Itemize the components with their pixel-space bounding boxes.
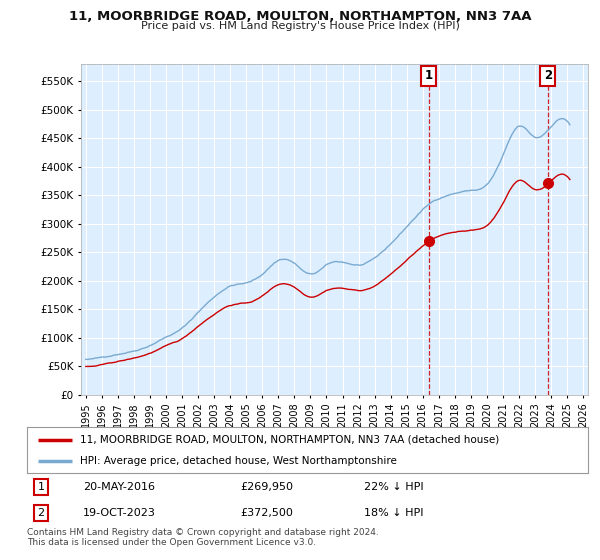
Text: 18% ↓ HPI: 18% ↓ HPI	[364, 508, 423, 519]
Text: 2: 2	[37, 508, 44, 519]
Text: £372,500: £372,500	[240, 508, 293, 519]
Text: 11, MOORBRIDGE ROAD, MOULTON, NORTHAMPTON, NN3 7AA (detached house): 11, MOORBRIDGE ROAD, MOULTON, NORTHAMPTO…	[80, 435, 500, 445]
Text: HPI: Average price, detached house, West Northamptonshire: HPI: Average price, detached house, West…	[80, 456, 397, 466]
Text: 1: 1	[425, 69, 433, 82]
Text: 22% ↓ HPI: 22% ↓ HPI	[364, 482, 423, 492]
Text: Contains HM Land Registry data © Crown copyright and database right 2024.
This d: Contains HM Land Registry data © Crown c…	[27, 528, 379, 547]
Text: 1: 1	[38, 482, 44, 492]
Text: £269,950: £269,950	[240, 482, 293, 492]
Text: Price paid vs. HM Land Registry's House Price Index (HPI): Price paid vs. HM Land Registry's House …	[140, 21, 460, 31]
Text: 19-OCT-2023: 19-OCT-2023	[83, 508, 156, 519]
Text: 2: 2	[544, 69, 552, 82]
Text: 20-MAY-2016: 20-MAY-2016	[83, 482, 155, 492]
Text: 11, MOORBRIDGE ROAD, MOULTON, NORTHAMPTON, NN3 7AA: 11, MOORBRIDGE ROAD, MOULTON, NORTHAMPTO…	[69, 10, 531, 23]
